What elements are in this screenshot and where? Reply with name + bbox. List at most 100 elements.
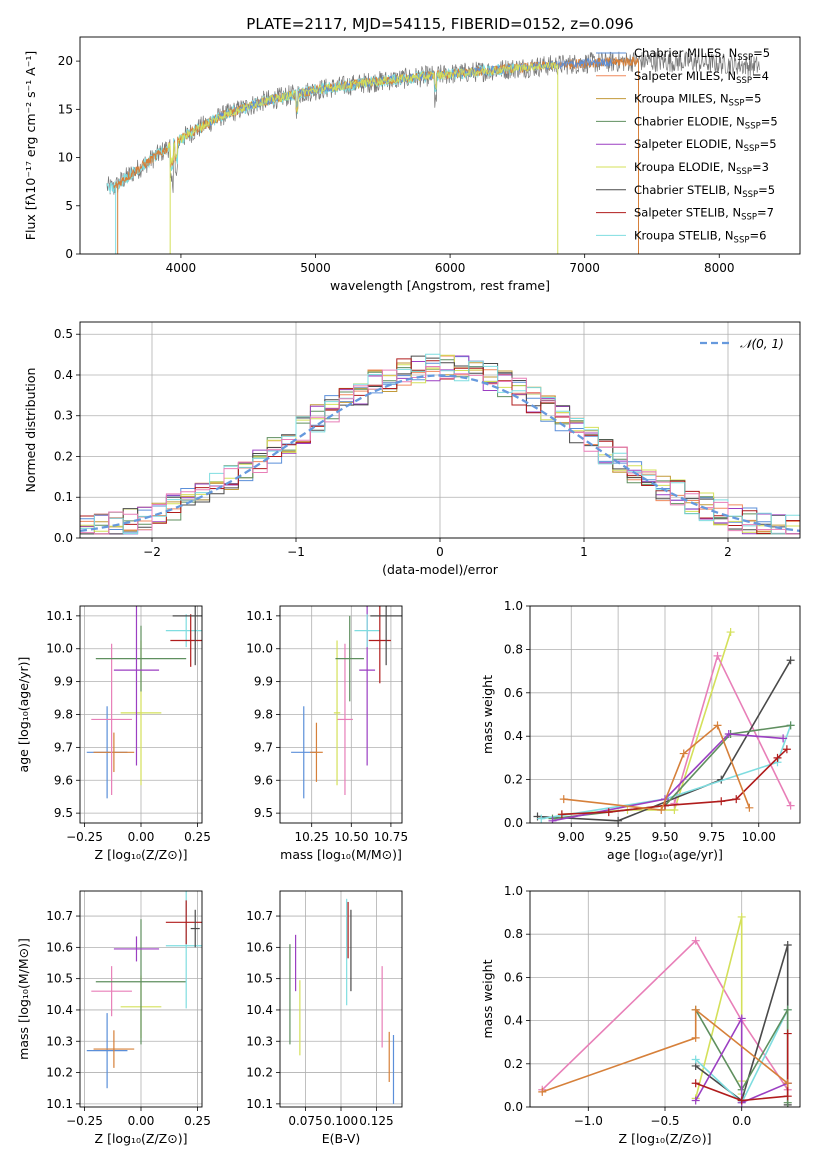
y-tick-label: 0.2 — [54, 449, 73, 463]
axes-frame — [529, 605, 801, 824]
x-tick-label: 0.100 — [324, 1114, 358, 1128]
data-point — [354, 614, 380, 648]
weight-series-7 — [559, 721, 754, 814]
y-tick-label: 10.1 — [46, 609, 73, 623]
x-tick-label: 5000 — [300, 261, 331, 275]
spectrum-panel: 4000 5000 6000 7000 8000 0 5 10 15 20 wavelength [… — [23, 36, 801, 293]
series-marker — [538, 1087, 547, 1096]
data-point — [86, 1013, 128, 1089]
x-tick-label: 0.00 — [128, 1114, 155, 1128]
axes-frame — [79, 605, 203, 824]
legend-entry: Salpeter ELODIE, NSSP=5 — [634, 137, 777, 154]
axes-frame — [79, 890, 203, 1108]
ebv-mass-panel: 0.075 0.100 0.125 10.1 10.2 10.3 10.4 10.5 10.6 1… — [246, 890, 403, 1146]
y-tick-label: 9.7 — [54, 740, 73, 754]
x-tick-label: 10.00 — [742, 830, 776, 844]
series-marker — [726, 628, 735, 637]
series-marker — [779, 734, 788, 743]
series-marker — [691, 1005, 700, 1014]
x-tick-label: 10.75 — [374, 830, 408, 844]
series-line — [695, 1015, 789, 1104]
z-weight-panel: −1.0 −0.5 0.0 0.0 0.2 0.4 0.6 0.8 1.0 Z [log₁₀(Z/… — [480, 884, 801, 1146]
series-marker — [670, 799, 679, 808]
x-axis-label: E(B-V) — [322, 1131, 361, 1146]
grid-lines — [280, 606, 402, 823]
spectrum-legend: Chabrier MILES, NSSP=5 Salpeter MILES, NS… — [596, 46, 778, 245]
series-marker — [557, 810, 566, 819]
y-tick-label: 10.0 — [246, 642, 273, 656]
y-tick-label: 15 — [58, 102, 73, 116]
data-point — [113, 606, 160, 766]
data-point — [370, 606, 402, 666]
series-marker — [691, 1055, 700, 1064]
series-marker — [657, 805, 666, 814]
plot-area — [289, 898, 395, 1104]
y-tick-label: 9.8 — [254, 708, 273, 722]
y-axis-label: Normed distribution — [23, 368, 38, 493]
y-tick-label: 10.6 — [46, 940, 73, 954]
data-point — [91, 643, 132, 796]
y-tick-label: 0.1 — [54, 490, 73, 504]
x-tick-label: 9.75 — [699, 830, 726, 844]
y-tick-label: 10.0 — [46, 642, 73, 656]
x-tick-label: 0.125 — [359, 1114, 393, 1128]
series-marker — [737, 1096, 746, 1105]
spectrum-model-1 — [106, 63, 518, 194]
y-tick-label: 0.6 — [504, 686, 523, 700]
x-tick-label: 0.075 — [288, 1114, 322, 1128]
residual-legend: 𝒩(0, 1) — [700, 337, 784, 351]
age-weight-panel: 9.00 9.25 9.50 9.75 10.00 0.0 0.2 0.4 0.6 0.8 1.0 a… — [480, 599, 801, 862]
grid-lines — [280, 891, 402, 1107]
y-tick-label: 10.1 — [46, 1097, 73, 1111]
data-point — [190, 909, 200, 948]
legend-entry: 𝒩(0, 1) — [740, 337, 784, 351]
series-marker — [537, 814, 546, 823]
x-axis-label: age [log₁₀(age/yr)] — [607, 847, 723, 862]
axes-frame — [279, 605, 403, 824]
y-tick-label: 0.3 — [54, 409, 73, 423]
weight-series-1 — [670, 651, 795, 810]
mass-age-panel: 10.25 10.50 10.75 9.5 9.6 9.7 9.8 9.9 10.0 10.1 ma… — [246, 605, 408, 862]
y-tick-label: 10.3 — [246, 1034, 273, 1048]
series-line — [561, 631, 732, 816]
axes-frame — [529, 890, 801, 1108]
y-tick-label: 0.0 — [504, 1100, 523, 1114]
data-point — [337, 643, 353, 796]
weight-series-0 — [557, 628, 735, 819]
y-tick-label: 0.8 — [504, 927, 523, 941]
x-axis-label: mass [log₁₀(M/M⊙)] — [280, 847, 402, 862]
y-tick-label: 10 — [58, 151, 73, 165]
y-tick-label: 20 — [58, 54, 73, 68]
series-marker — [717, 797, 726, 806]
y-axis-label: age [log₁₀(age/yr)] — [16, 657, 31, 773]
y-axis-label: Flux [fλ10⁻¹⁷ erg cm⁻² s⁻¹ A⁻¹] — [23, 51, 38, 240]
series-marker — [724, 730, 733, 739]
series-marker — [691, 1096, 700, 1105]
data-point — [165, 614, 202, 648]
y-tick-label: 1.0 — [504, 599, 523, 613]
x-tick-label: −2 — [143, 545, 161, 559]
series-marker — [782, 745, 791, 754]
y-tick-label: 0.4 — [504, 1014, 523, 1028]
series-marker — [559, 795, 568, 804]
x-tick-label: 10.25 — [295, 830, 329, 844]
x-tick-label: 2 — [724, 545, 732, 559]
spectrum-model-4 — [167, 61, 559, 165]
y-tick-label: 1.0 — [504, 884, 523, 898]
data-point — [333, 640, 341, 786]
x-tick-label: 6000 — [435, 261, 466, 275]
data-point — [310, 722, 323, 782]
y-tick-label: 10.7 — [246, 909, 273, 923]
series-marker — [533, 812, 542, 821]
x-axis-label: Z [log₁₀(Z/Z⊙)] — [95, 847, 188, 862]
x-tick-label: 9.00 — [558, 830, 585, 844]
series-marker — [737, 1014, 746, 1023]
residual-histogram-8 — [80, 353, 800, 535]
series-marker — [745, 803, 754, 812]
legend-entry: Chabrier MILES, NSSP=5 — [634, 46, 770, 63]
y-tick-label: 9.9 — [254, 675, 273, 689]
data-point — [335, 615, 364, 702]
axes-frame — [279, 890, 403, 1108]
x-tick-label: −1.0 — [574, 1114, 603, 1128]
legend-entry: Kroupa MILES, NSSP=5 — [634, 92, 761, 109]
